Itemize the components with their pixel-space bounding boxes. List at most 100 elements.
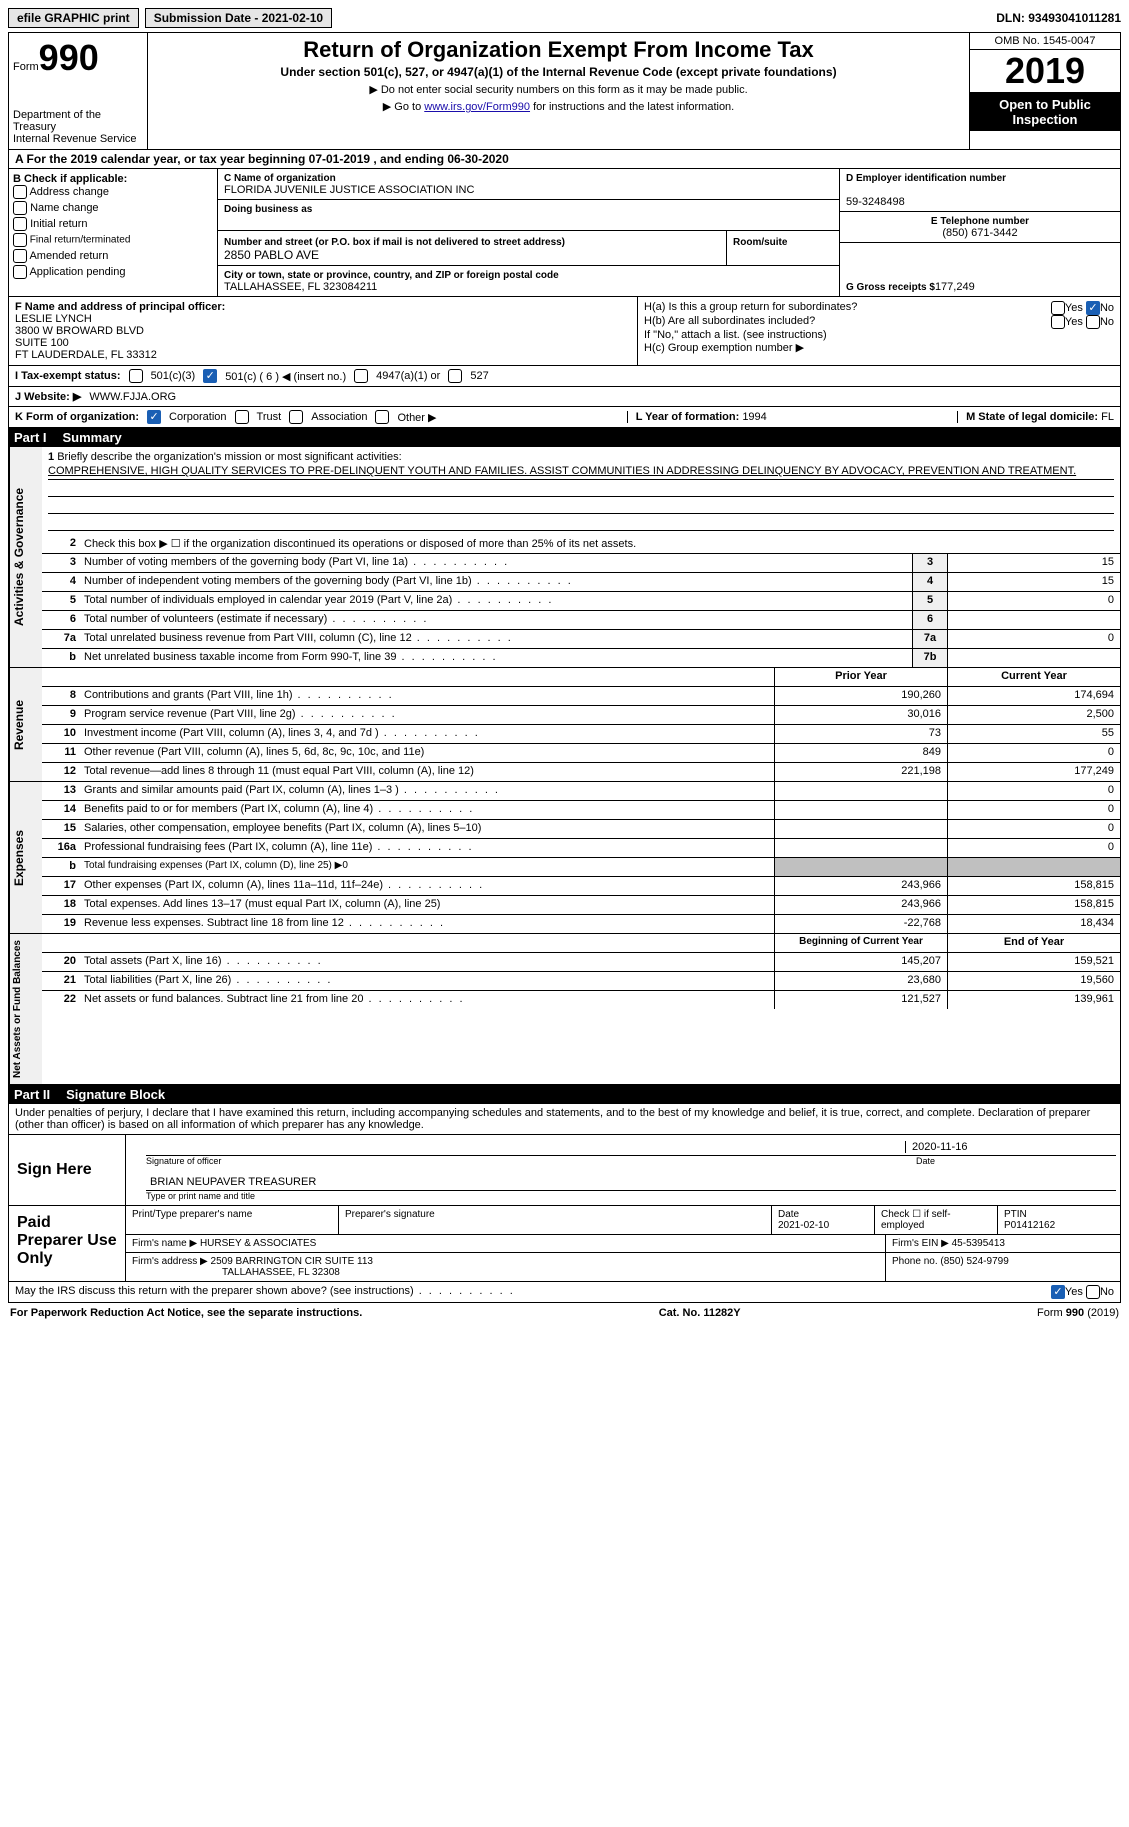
box-j: J Website: ▶ WWW.FJJA.ORG: [8, 387, 1121, 407]
check-amended-return[interactable]: Amended return: [13, 249, 213, 263]
sig-date: 2020-11-16: [905, 1141, 1112, 1153]
check-association[interactable]: [289, 410, 303, 424]
discuss-row: May the IRS discuss this return with the…: [8, 1282, 1121, 1303]
check-trust[interactable]: [235, 410, 249, 424]
check-501c-checked[interactable]: ✓: [203, 369, 217, 383]
beg-20: 145,207: [775, 953, 948, 971]
curr-15: 0: [948, 820, 1120, 838]
side-expenses: Expenses: [9, 782, 42, 933]
website: WWW.FJJA.ORG: [89, 391, 176, 403]
curr-19: 18,434: [948, 915, 1120, 933]
check-final-return[interactable]: Final return/terminated: [13, 233, 213, 247]
val-3: 15: [948, 554, 1120, 572]
h-b-no[interactable]: [1086, 315, 1100, 329]
box-c: C Name of organization FLORIDA JUVENILE …: [218, 169, 839, 296]
discuss-no[interactable]: [1086, 1285, 1100, 1299]
curr-11: 0: [948, 744, 1120, 762]
end-22: 139,961: [948, 991, 1120, 1009]
prior-17: 243,966: [775, 877, 948, 895]
part-2-header: Part IISignature Block: [8, 1085, 1121, 1104]
curr-8: 174,694: [948, 687, 1120, 705]
form-subtitle: Under section 501(c), 527, or 4947(a)(1)…: [156, 65, 961, 79]
org-address: 2850 PABLO AVE: [224, 248, 319, 262]
side-netassets: Net Assets or Fund Balances: [9, 934, 42, 1084]
subdate-label: Submission Date -: [154, 11, 262, 25]
beg-22: 121,527: [775, 991, 948, 1009]
firm-name: HURSEY & ASSOCIATES: [200, 1238, 316, 1249]
efile-print-button[interactable]: efile GRAPHIC print: [8, 8, 139, 28]
prior-12: 221,198: [775, 763, 948, 781]
prior-18: 243,966: [775, 896, 948, 914]
box-b: B Check if applicable: Address change Na…: [9, 169, 218, 296]
prior-11: 849: [775, 744, 948, 762]
box-h: H(a) Is this a group return for subordin…: [638, 297, 1120, 365]
prior-19: -22,768: [775, 915, 948, 933]
check-corporation[interactable]: ✓: [147, 410, 161, 424]
org-name: FLORIDA JUVENILE JUSTICE ASSOCIATION INC: [224, 184, 474, 196]
firm-addr1: 2509 BARRINGTON CIR SUITE 113: [211, 1256, 373, 1267]
h-a-no-checked[interactable]: ✓: [1086, 301, 1100, 315]
part-1-header: Part ISummary: [8, 428, 1121, 447]
ptin: P01412162: [1004, 1220, 1055, 1231]
h-b-yes[interactable]: [1051, 315, 1065, 329]
side-activities: Activities & Governance: [9, 447, 42, 667]
check-application-pending[interactable]: Application pending: [13, 265, 213, 279]
check-initial-return[interactable]: Initial return: [13, 217, 213, 231]
ein: 59-3248498: [846, 196, 905, 208]
instruction-2: ▶ Go to www.irs.gov/Form990 for instruct…: [156, 100, 961, 113]
val-7a: 0: [948, 630, 1120, 648]
officer-name-title: BRIAN NEUPAVER TREASURER: [150, 1176, 316, 1188]
curr-14: 0: [948, 801, 1120, 819]
check-501c3[interactable]: [129, 369, 143, 383]
check-address-change[interactable]: Address change: [13, 185, 213, 199]
omb-number: OMB No. 1545-0047: [970, 33, 1120, 50]
form-number: 990: [39, 37, 99, 78]
perjury-statement: Under penalties of perjury, I declare th…: [8, 1104, 1121, 1135]
check-527[interactable]: [448, 369, 462, 383]
dept-treasury: Department of the Treasury: [13, 109, 143, 133]
val-6: [948, 611, 1120, 629]
check-other[interactable]: [375, 410, 389, 424]
sign-here-label: Sign Here: [9, 1135, 126, 1205]
form990-link[interactable]: www.irs.gov/Form990: [424, 101, 530, 113]
val-7b: [948, 649, 1120, 667]
firm-phone: (850) 524-9799: [940, 1256, 1008, 1267]
firm-addr2: TALLAHASSEE, FL 32308: [222, 1267, 340, 1278]
h-a-yes[interactable]: [1051, 301, 1065, 315]
instruction-1: ▶ Do not enter social security numbers o…: [156, 83, 961, 96]
mission-text: COMPREHENSIVE, HIGH QUALITY SERVICES TO …: [48, 465, 1114, 480]
subdate-value: 2021-02-10: [262, 11, 323, 25]
beg-21: 23,680: [775, 972, 948, 990]
check-name-change[interactable]: Name change: [13, 201, 213, 215]
curr-12: 177,249: [948, 763, 1120, 781]
prior-10: 73: [775, 725, 948, 743]
curr-13: 0: [948, 782, 1120, 800]
curr-16a: 0: [948, 839, 1120, 857]
val-5: 0: [948, 592, 1120, 610]
end-21: 19,560: [948, 972, 1120, 990]
top-bar: efile GRAPHIC print Submission Date - 20…: [8, 8, 1121, 28]
prior-9: 30,016: [775, 706, 948, 724]
submission-date-button[interactable]: Submission Date - 2021-02-10: [145, 8, 332, 28]
val-4: 15: [948, 573, 1120, 591]
curr-10: 55: [948, 725, 1120, 743]
form-label: Form: [13, 61, 39, 73]
box-d: D Employer identification number 59-3248…: [839, 169, 1120, 296]
end-20: 159,521: [948, 953, 1120, 971]
prior-8: 190,260: [775, 687, 948, 705]
org-city: TALLAHASSEE, FL 323084211: [224, 281, 377, 293]
open-to-public: Open to Public Inspection: [970, 93, 1120, 131]
curr-17: 158,815: [948, 877, 1120, 895]
paid-preparer-label: Paid Preparer Use Only: [9, 1206, 126, 1281]
year-formation: 1994: [742, 411, 766, 423]
form-title: Return of Organization Exempt From Incom…: [156, 37, 961, 63]
footer: For Paperwork Reduction Act Notice, see …: [8, 1303, 1121, 1323]
box-f: F Name and address of principal officer:…: [9, 297, 638, 365]
firm-ein: 45-5395413: [952, 1238, 1005, 1249]
telephone: (850) 671-3442: [942, 227, 1017, 239]
discuss-yes-checked[interactable]: ✓: [1051, 1285, 1065, 1299]
officer-name: LESLIE LYNCH: [15, 313, 631, 325]
check-4947[interactable]: [354, 369, 368, 383]
box-i: I Tax-exempt status: 501(c)(3) ✓501(c) (…: [8, 366, 1121, 387]
side-revenue: Revenue: [9, 668, 42, 781]
